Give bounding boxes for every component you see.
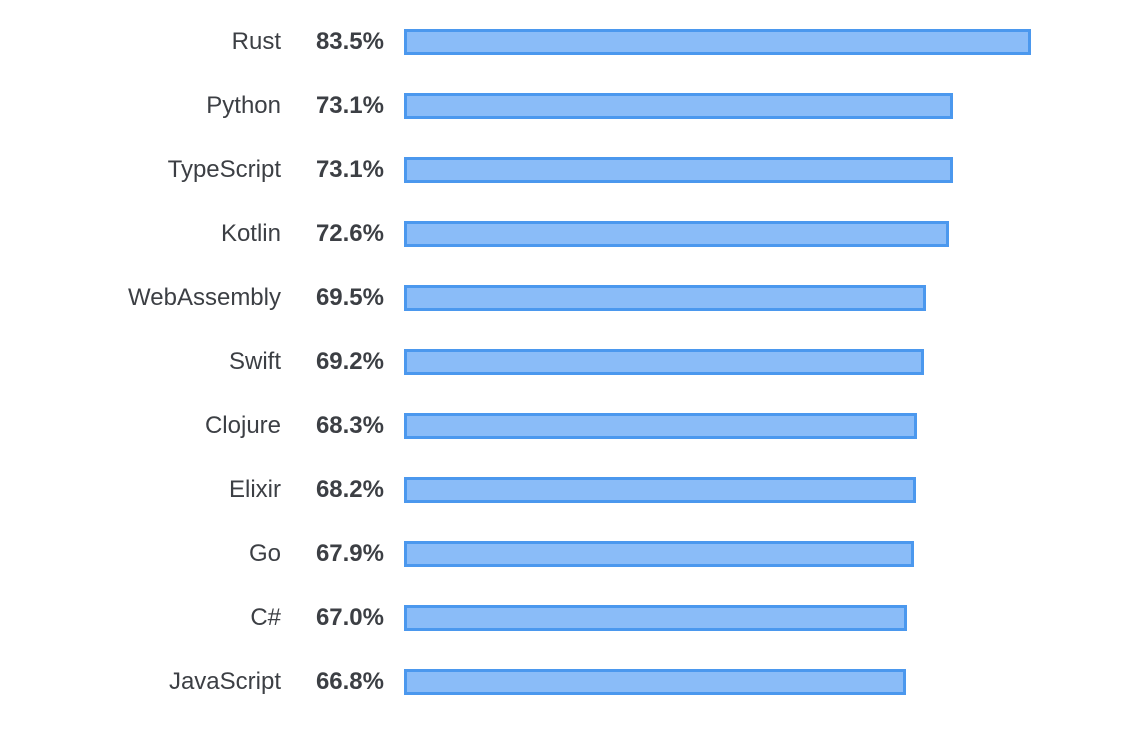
chart-row: Kotlin 72.6% — [0, 202, 1122, 266]
value-label: 67.0% — [315, 604, 384, 631]
category-label: Swift — [228, 348, 281, 375]
chart-row: WebAssembly 69.5% — [0, 266, 1122, 330]
bar — [404, 93, 953, 119]
category-label: Elixir — [229, 476, 281, 503]
chart-row: Elixir 68.2% — [0, 458, 1122, 522]
bar — [404, 285, 926, 311]
category-label: JavaScript — [168, 668, 281, 695]
bar — [404, 349, 924, 375]
value-label: 73.1% — [315, 92, 384, 119]
chart-row: TypeScript 73.1% — [0, 138, 1122, 202]
bar — [404, 541, 914, 567]
category-label: TypeScript — [167, 156, 281, 183]
bar — [404, 221, 949, 247]
category-label: WebAssembly — [128, 284, 281, 311]
bar — [404, 29, 1031, 55]
bar — [404, 413, 917, 439]
category-label: Rust — [231, 28, 281, 55]
bar — [404, 157, 953, 183]
bar — [404, 477, 916, 503]
chart-row: Rust 83.5% — [0, 10, 1122, 74]
category-label: Clojure — [204, 412, 281, 439]
category-label: Python — [206, 92, 281, 119]
value-label: 68.2% — [315, 476, 384, 503]
category-label: C# — [250, 604, 281, 631]
value-label: 73.1% — [315, 156, 384, 183]
chart-row: JavaScript 66.8% — [0, 650, 1122, 714]
value-label: 69.5% — [315, 284, 384, 311]
chart-row: Swift 69.2% — [0, 330, 1122, 394]
value-label: 83.5% — [315, 28, 384, 55]
category-label: Go — [248, 540, 281, 567]
value-label: 68.3% — [315, 412, 384, 439]
bar — [404, 605, 907, 631]
value-label: 66.8% — [315, 668, 384, 695]
bar — [404, 669, 906, 695]
chart-row: C# 67.0% — [0, 586, 1122, 650]
value-label: 67.9% — [315, 540, 384, 567]
value-label: 72.6% — [315, 220, 384, 247]
chart-row: Clojure 68.3% — [0, 394, 1122, 458]
value-label: 69.2% — [315, 348, 384, 375]
category-label: Kotlin — [220, 220, 281, 247]
chart-row: Python 73.1% — [0, 74, 1122, 138]
chart-row: Go 67.9% — [0, 522, 1122, 586]
